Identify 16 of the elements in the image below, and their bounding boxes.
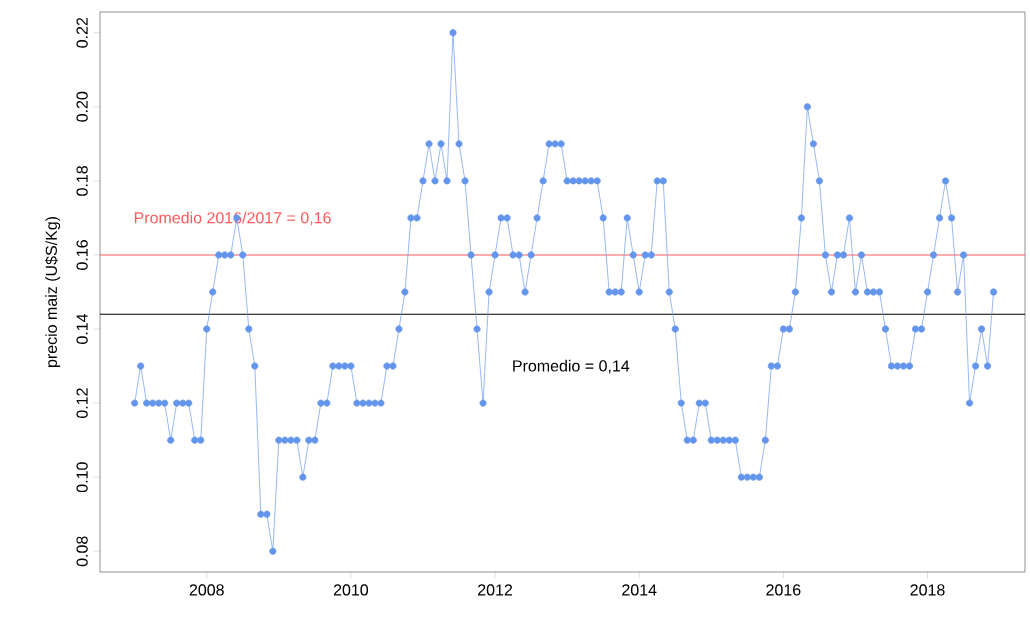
x-tick-label: 2014: [622, 584, 657, 596]
y-tick-label: 0.18: [76, 166, 88, 196]
y-tick-label: 0.08: [76, 536, 88, 567]
x-tick-label: 2018: [910, 584, 945, 596]
ref-line-label: Promedio = 0,14: [513, 359, 630, 374]
y-tick-label: 0.12: [76, 388, 88, 419]
x-tick-label: 2008: [189, 584, 224, 596]
x-tick-label: 2010: [333, 584, 369, 596]
x-tick-label: 2016: [766, 584, 801, 596]
y-tick-label: 0.14: [76, 313, 88, 344]
x-tick-label: 2012: [478, 584, 513, 596]
y-tick-label: 0.20: [76, 91, 88, 122]
y-tick-label: 0.22: [76, 17, 88, 48]
y-tick-label: 0.16: [76, 240, 88, 270]
y-tick-label: 0.10: [76, 462, 88, 493]
y-axis-title: precio maiz (U$S/Kg): [45, 217, 61, 367]
